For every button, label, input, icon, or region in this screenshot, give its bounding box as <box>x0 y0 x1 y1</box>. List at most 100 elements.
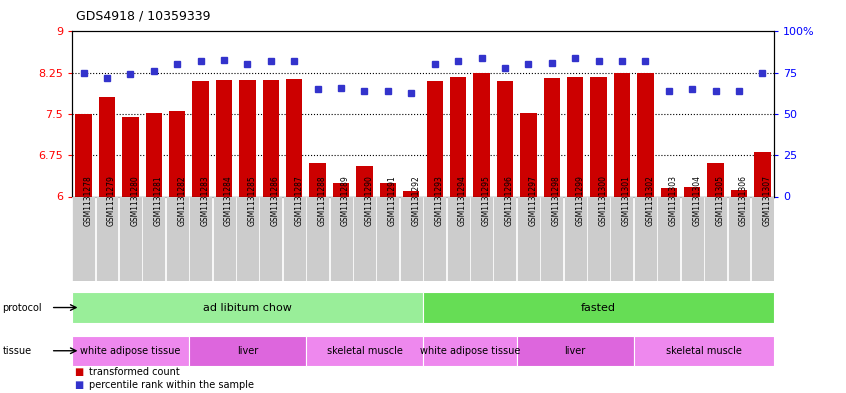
Bar <box>611 196 634 281</box>
Bar <box>216 80 233 196</box>
Text: GSM1131283: GSM1131283 <box>201 175 210 226</box>
Bar <box>72 292 423 323</box>
Text: GSM1131286: GSM1131286 <box>271 175 280 226</box>
Bar <box>260 196 283 281</box>
Bar <box>587 196 610 281</box>
Bar <box>731 190 747 196</box>
Text: percentile rank within the sample: percentile rank within the sample <box>89 380 254 390</box>
Bar <box>99 97 115 196</box>
Text: skeletal muscle: skeletal muscle <box>666 346 742 356</box>
Bar <box>403 191 420 196</box>
Bar <box>239 80 255 196</box>
Bar <box>400 196 423 281</box>
Text: GSM1131289: GSM1131289 <box>341 175 350 226</box>
Text: skeletal muscle: skeletal muscle <box>327 346 403 356</box>
Text: fasted: fasted <box>581 303 616 312</box>
Text: GSM1131287: GSM1131287 <box>294 175 303 226</box>
Bar <box>591 77 607 196</box>
Bar <box>751 196 774 281</box>
Bar <box>166 196 189 281</box>
Bar <box>423 336 517 366</box>
Bar <box>563 196 586 281</box>
Bar <box>310 163 326 196</box>
Text: liver: liver <box>237 346 258 356</box>
Text: liver: liver <box>564 346 585 356</box>
Text: GSM1131294: GSM1131294 <box>459 175 467 226</box>
Text: ■: ■ <box>74 380 84 390</box>
Text: ad libitum chow: ad libitum chow <box>203 303 292 312</box>
Text: GSM1131301: GSM1131301 <box>622 175 631 226</box>
Bar <box>634 196 656 281</box>
Text: GSM1131296: GSM1131296 <box>505 175 514 226</box>
Bar <box>330 196 353 281</box>
Text: GSM1131279: GSM1131279 <box>107 175 116 226</box>
Text: GSM1131306: GSM1131306 <box>739 175 748 226</box>
Bar <box>332 183 349 196</box>
Bar <box>96 196 118 281</box>
Text: tissue: tissue <box>3 346 31 356</box>
Bar <box>517 336 634 366</box>
Bar <box>212 196 235 281</box>
Bar <box>423 292 774 323</box>
Text: protocol: protocol <box>3 303 42 312</box>
Bar <box>543 78 560 196</box>
Bar <box>637 73 654 196</box>
Bar <box>684 187 700 196</box>
Bar <box>286 79 303 196</box>
Bar <box>122 117 139 196</box>
Bar <box>497 81 514 196</box>
Text: transformed count: transformed count <box>89 367 179 377</box>
Bar <box>520 113 536 196</box>
Bar <box>681 196 704 281</box>
Text: GSM1131288: GSM1131288 <box>318 175 327 226</box>
Text: GSM1131282: GSM1131282 <box>178 175 186 226</box>
Text: GSM1131290: GSM1131290 <box>365 175 373 226</box>
Bar <box>306 336 423 366</box>
Bar <box>728 196 750 281</box>
Bar <box>75 114 92 196</box>
Text: GSM1131285: GSM1131285 <box>247 175 256 226</box>
Text: GSM1131305: GSM1131305 <box>716 175 724 226</box>
Text: GSM1131297: GSM1131297 <box>528 175 537 226</box>
Text: GSM1131299: GSM1131299 <box>575 175 584 226</box>
Text: GSM1131281: GSM1131281 <box>154 175 162 226</box>
Bar <box>470 196 493 281</box>
Bar <box>704 196 727 281</box>
Bar <box>72 336 189 366</box>
Text: GSM1131300: GSM1131300 <box>599 175 607 226</box>
Text: GSM1131292: GSM1131292 <box>411 175 420 226</box>
Bar <box>192 81 209 196</box>
Bar <box>283 196 305 281</box>
Bar <box>567 77 584 196</box>
Bar <box>142 196 165 281</box>
Bar <box>613 73 630 196</box>
Bar <box>634 336 774 366</box>
Bar <box>657 196 680 281</box>
Bar <box>190 196 212 281</box>
Text: GSM1131284: GSM1131284 <box>224 175 233 226</box>
Text: GSM1131302: GSM1131302 <box>645 175 654 226</box>
Bar <box>72 196 95 281</box>
Bar <box>262 80 279 196</box>
Bar <box>119 196 142 281</box>
Text: white adipose tissue: white adipose tissue <box>420 346 520 356</box>
Bar <box>380 183 396 196</box>
Text: GDS4918 / 10359339: GDS4918 / 10359339 <box>76 10 211 23</box>
Bar <box>376 196 399 281</box>
Text: GSM1131280: GSM1131280 <box>130 175 140 226</box>
Bar <box>447 196 470 281</box>
Bar <box>146 113 162 196</box>
Bar <box>661 188 677 196</box>
Text: GSM1131291: GSM1131291 <box>387 175 397 226</box>
Bar <box>306 196 329 281</box>
Bar <box>423 196 446 281</box>
Text: GSM1131304: GSM1131304 <box>692 175 701 226</box>
Text: white adipose tissue: white adipose tissue <box>80 346 180 356</box>
Bar <box>541 196 563 281</box>
Bar <box>754 152 771 196</box>
Text: GSM1131278: GSM1131278 <box>84 175 92 226</box>
Bar <box>473 73 490 196</box>
Bar <box>189 336 306 366</box>
Bar <box>426 81 443 196</box>
Bar <box>707 163 724 196</box>
